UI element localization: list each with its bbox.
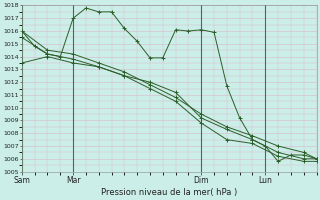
X-axis label: Pression niveau de la mer( hPa ): Pression niveau de la mer( hPa ) [101,188,237,197]
